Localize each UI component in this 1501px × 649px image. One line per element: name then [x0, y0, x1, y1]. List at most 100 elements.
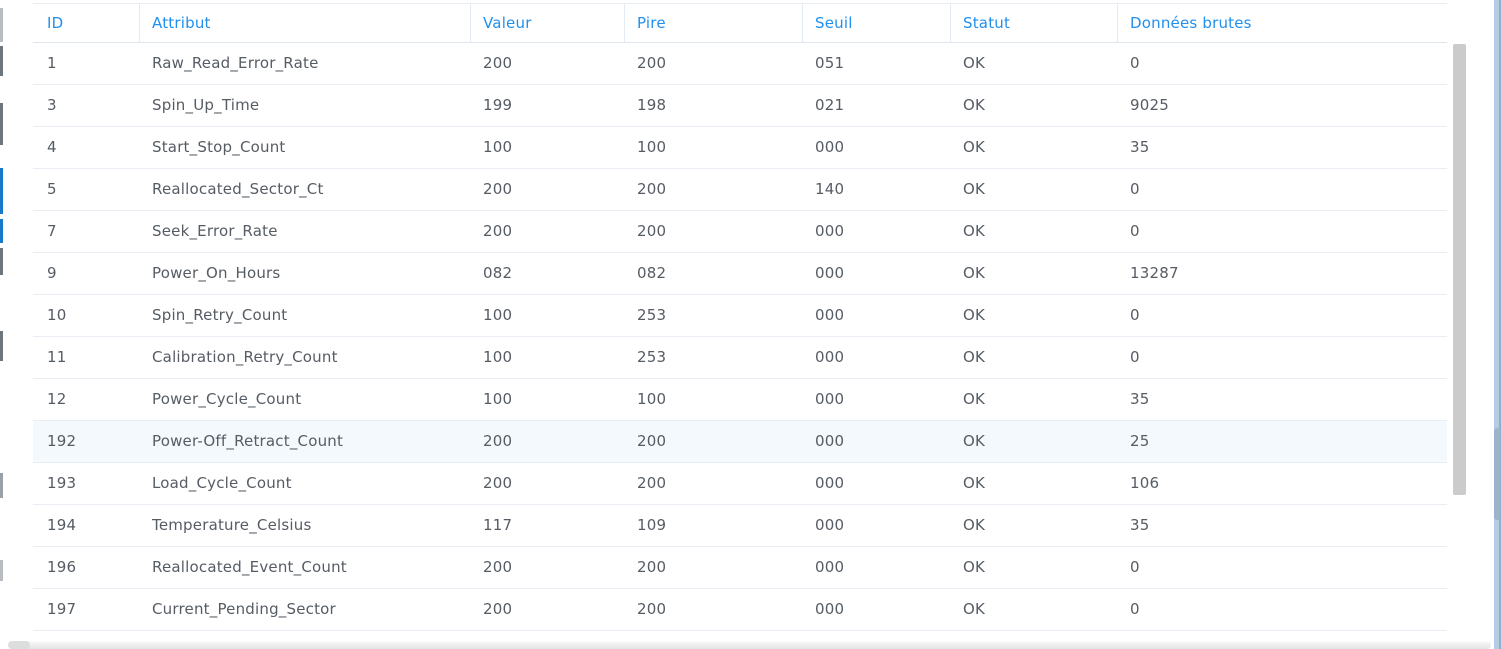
window-edge-artifact-left [0, 0, 3, 649]
cell-id: 3 [47, 96, 57, 114]
cell-seuil: 000 [815, 306, 845, 324]
cell-donnees-brutes: 0 [1130, 180, 1140, 198]
cell-id: 9 [47, 264, 57, 282]
cell-seuil: 000 [815, 600, 845, 618]
table-header-row: ID Attribut Valeur Pire Seuil Statut Don… [33, 3, 1447, 43]
table-row[interactable]: 11 Calibration_Retry_Count 100 253 000 O… [33, 337, 1447, 379]
cell-attribut: Reallocated_Sector_Ct [152, 180, 324, 198]
cell-valeur: 200 [483, 54, 513, 72]
cell-id: 7 [47, 222, 57, 240]
cell-seuil: 000 [815, 516, 845, 534]
cell-valeur: 117 [483, 516, 513, 534]
cell-pire: 198 [637, 96, 667, 114]
cell-pire: 200 [637, 222, 667, 240]
table-row[interactable]: 197 Current_Pending_Sector 200 200 000 O… [33, 589, 1447, 631]
cell-statut: OK [963, 138, 986, 156]
cell-valeur: 200 [483, 474, 513, 492]
cell-donnees-brutes: 0 [1130, 600, 1140, 618]
table-row[interactable]: 192 Power-Off_Retract_Count 200 200 000 … [33, 421, 1447, 463]
cell-attribut: Reallocated_Event_Count [152, 558, 347, 576]
cell-attribut: Spin_Up_Time [152, 96, 260, 114]
cell-donnees-brutes: 0 [1130, 558, 1140, 576]
cell-pire: 200 [637, 180, 667, 198]
cell-pire: 200 [637, 474, 667, 492]
cell-donnees-brutes: 35 [1130, 390, 1150, 408]
cell-id: 10 [47, 306, 67, 324]
table-row[interactable]: 12 Power_Cycle_Count 100 100 000 OK 35 [33, 379, 1447, 421]
cell-statut: OK [963, 264, 986, 282]
column-header-id[interactable]: ID [33, 4, 140, 42]
cell-pire: 200 [637, 558, 667, 576]
cell-donnees-brutes: 0 [1130, 306, 1140, 324]
cell-seuil: 051 [815, 54, 845, 72]
cell-seuil: 000 [815, 222, 845, 240]
cell-statut: OK [963, 54, 986, 72]
edge-fragment [0, 560, 3, 581]
cell-pire: 253 [637, 306, 667, 324]
cell-id: 11 [47, 348, 67, 366]
cell-attribut: Current_Pending_Sector [152, 600, 336, 618]
column-header-valeur[interactable]: Valeur [471, 4, 625, 42]
cell-valeur: 200 [483, 600, 513, 618]
cell-donnees-brutes: 25 [1130, 432, 1150, 450]
column-header-attribut[interactable]: Attribut [140, 4, 471, 42]
edge-fragment [0, 8, 3, 42]
cell-donnees-brutes: 35 [1130, 138, 1150, 156]
table-row[interactable]: 3 Spin_Up_Time 199 198 021 OK 9025 [33, 85, 1447, 127]
cell-id: 4 [47, 138, 57, 156]
window-border-strip [1494, 0, 1501, 649]
cell-attribut: Temperature_Celsius [152, 516, 312, 534]
edge-fragment [0, 219, 3, 243]
cell-pire: 200 [637, 432, 667, 450]
cell-seuil: 000 [815, 138, 845, 156]
horizontal-scrollbar[interactable] [8, 641, 1491, 649]
edge-fragment [0, 473, 3, 498]
column-header-pire[interactable]: Pire [625, 4, 803, 42]
column-header-statut[interactable]: Statut [951, 4, 1118, 42]
cell-statut: OK [963, 558, 986, 576]
cell-valeur: 200 [483, 180, 513, 198]
cell-statut: OK [963, 180, 986, 198]
cell-seuil: 021 [815, 96, 845, 114]
table-row[interactable]: 5 Reallocated_Sector_Ct 200 200 140 OK 0 [33, 169, 1447, 211]
table-row[interactable]: 196 Reallocated_Event_Count 200 200 000 … [33, 547, 1447, 589]
cell-attribut: Power_Cycle_Count [152, 390, 302, 408]
vertical-scrollbar-thumb[interactable] [1453, 44, 1466, 495]
cell-attribut: Raw_Read_Error_Rate [152, 54, 319, 72]
column-header-seuil[interactable]: Seuil [803, 4, 951, 42]
edge-fragment [0, 168, 3, 214]
cell-seuil: 000 [815, 558, 845, 576]
window-border-line [1499, 0, 1501, 649]
cell-pire: 082 [637, 264, 667, 282]
cell-statut: OK [963, 516, 986, 534]
edge-fragment [0, 46, 3, 76]
edge-fragment [0, 248, 3, 275]
column-header-donnees-brutes[interactable]: Données brutes [1130, 14, 1252, 32]
table-row[interactable]: 7 Seek_Error_Rate 200 200 000 OK 0 [33, 211, 1447, 253]
table-row[interactable]: 194 Temperature_Celsius 117 109 000 OK 3… [33, 505, 1447, 547]
cell-donnees-brutes: 0 [1130, 222, 1140, 240]
cell-donnees-brutes: 9025 [1130, 96, 1169, 114]
cell-pire: 253 [637, 348, 667, 366]
table-row[interactable]: 10 Spin_Retry_Count 100 253 000 OK 0 [33, 295, 1447, 337]
cell-id: 194 [47, 516, 77, 534]
table-row[interactable]: 9 Power_On_Hours 082 082 000 OK 13287 [33, 253, 1447, 295]
cell-statut: OK [963, 474, 986, 492]
cell-valeur: 100 [483, 306, 513, 324]
cell-donnees-brutes: 0 [1130, 348, 1140, 366]
cell-statut: OK [963, 96, 986, 114]
table-row[interactable]: 1 Raw_Read_Error_Rate 200 200 051 OK 0 [33, 43, 1447, 85]
cell-donnees-brutes: 35 [1130, 516, 1150, 534]
cell-valeur: 100 [483, 348, 513, 366]
cell-id: 196 [47, 558, 77, 576]
table-row[interactable]: 193 Load_Cycle_Count 200 200 000 OK 106 [33, 463, 1447, 505]
cell-valeur: 100 [483, 138, 513, 156]
cell-attribut: Load_Cycle_Count [152, 474, 292, 492]
table-row[interactable]: 4 Start_Stop_Count 100 100 000 OK 35 [33, 127, 1447, 169]
cell-valeur: 200 [483, 432, 513, 450]
edge-fragment [0, 103, 3, 145]
cell-id: 1 [47, 54, 57, 72]
cell-id: 193 [47, 474, 77, 492]
cell-id: 197 [47, 600, 77, 618]
